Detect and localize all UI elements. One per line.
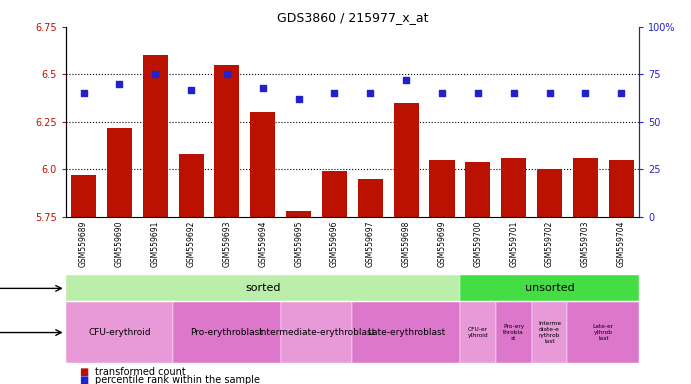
Point: [293, 96, 304, 102]
Bar: [496, 302, 531, 363]
Point: [186, 86, 197, 93]
Bar: [143, 55, 168, 217]
Text: GSM559702: GSM559702: [545, 220, 554, 267]
Text: GSM559701: GSM559701: [509, 220, 518, 267]
Text: GSM559703: GSM559703: [581, 220, 590, 267]
Text: GSM559696: GSM559696: [330, 220, 339, 267]
Point: [329, 90, 340, 96]
Bar: [286, 211, 311, 217]
Bar: [567, 302, 639, 363]
Text: GSM559697: GSM559697: [366, 220, 375, 267]
Point: [580, 90, 591, 96]
Text: CFU-er
ythroid: CFU-er ythroid: [468, 327, 488, 338]
Text: Pro-erythroblast: Pro-erythroblast: [191, 328, 263, 337]
Point: [508, 90, 519, 96]
Bar: [250, 113, 275, 217]
Point: [150, 71, 161, 78]
Text: Intermediate-erythroblast: Intermediate-erythroblast: [258, 328, 375, 337]
Bar: [394, 103, 419, 217]
Text: GSM559692: GSM559692: [187, 220, 196, 267]
Point: [473, 90, 484, 96]
Bar: [460, 275, 639, 301]
Text: GSM559691: GSM559691: [151, 220, 160, 267]
Text: GSM559695: GSM559695: [294, 220, 303, 267]
Bar: [214, 65, 240, 217]
Title: GDS3860 / 215977_x_at: GDS3860 / 215977_x_at: [276, 11, 428, 24]
Bar: [352, 302, 460, 363]
Bar: [609, 160, 634, 217]
Text: GSM559700: GSM559700: [473, 220, 482, 267]
Text: GSM559693: GSM559693: [223, 220, 231, 267]
Text: GSM559694: GSM559694: [258, 220, 267, 267]
Point: [114, 81, 125, 87]
Text: Late-erythroblast: Late-erythroblast: [367, 328, 445, 337]
Text: GSM559689: GSM559689: [79, 220, 88, 267]
Bar: [460, 302, 496, 363]
Text: ■: ■: [79, 367, 88, 377]
Point: [257, 84, 268, 91]
Bar: [173, 302, 281, 363]
Text: CFU-erythroid: CFU-erythroid: [88, 328, 151, 337]
Text: percentile rank within the sample: percentile rank within the sample: [95, 375, 260, 384]
Bar: [322, 171, 347, 217]
Bar: [281, 302, 352, 363]
Point: [221, 71, 232, 78]
Bar: [107, 127, 132, 217]
Text: unsorted: unsorted: [524, 283, 574, 293]
Text: transformed count: transformed count: [95, 367, 185, 377]
Bar: [573, 158, 598, 217]
Bar: [178, 154, 204, 217]
Point: [401, 77, 412, 83]
Text: GSM559699: GSM559699: [437, 220, 446, 267]
Bar: [66, 275, 460, 301]
Text: GSM559690: GSM559690: [115, 220, 124, 267]
Point: [544, 90, 555, 96]
Point: [365, 90, 376, 96]
Bar: [531, 302, 567, 363]
Bar: [71, 175, 96, 217]
Text: Interme
diate-e
rythrob
last: Interme diate-e rythrob last: [538, 321, 561, 344]
Text: Late-er
ythrob
last: Late-er ythrob last: [593, 324, 614, 341]
Bar: [358, 179, 383, 217]
Text: sorted: sorted: [245, 283, 281, 293]
Text: Pro-ery
throbla
st: Pro-ery throbla st: [503, 324, 524, 341]
Bar: [501, 158, 527, 217]
Bar: [537, 169, 562, 217]
Point: [616, 90, 627, 96]
Point: [437, 90, 448, 96]
Text: ■: ■: [79, 375, 88, 384]
Bar: [430, 160, 455, 217]
Text: GSM559698: GSM559698: [401, 220, 410, 267]
Bar: [465, 162, 491, 217]
Text: GSM559704: GSM559704: [617, 220, 626, 267]
Point: [78, 90, 89, 96]
Bar: [66, 302, 173, 363]
